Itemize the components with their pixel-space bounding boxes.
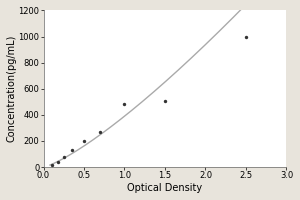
Point [82, 139, 86, 143]
Point [122, 103, 127, 106]
Y-axis label: Concentration(pg/mL): Concentration(pg/mL) [7, 35, 17, 142]
Point [244, 35, 248, 38]
Point [61, 155, 66, 158]
X-axis label: Optical Density: Optical Density [128, 183, 202, 193]
Point [163, 99, 167, 102]
Point [56, 160, 61, 163]
Point [98, 130, 103, 133]
Point [49, 164, 54, 167]
Point [69, 149, 74, 152]
